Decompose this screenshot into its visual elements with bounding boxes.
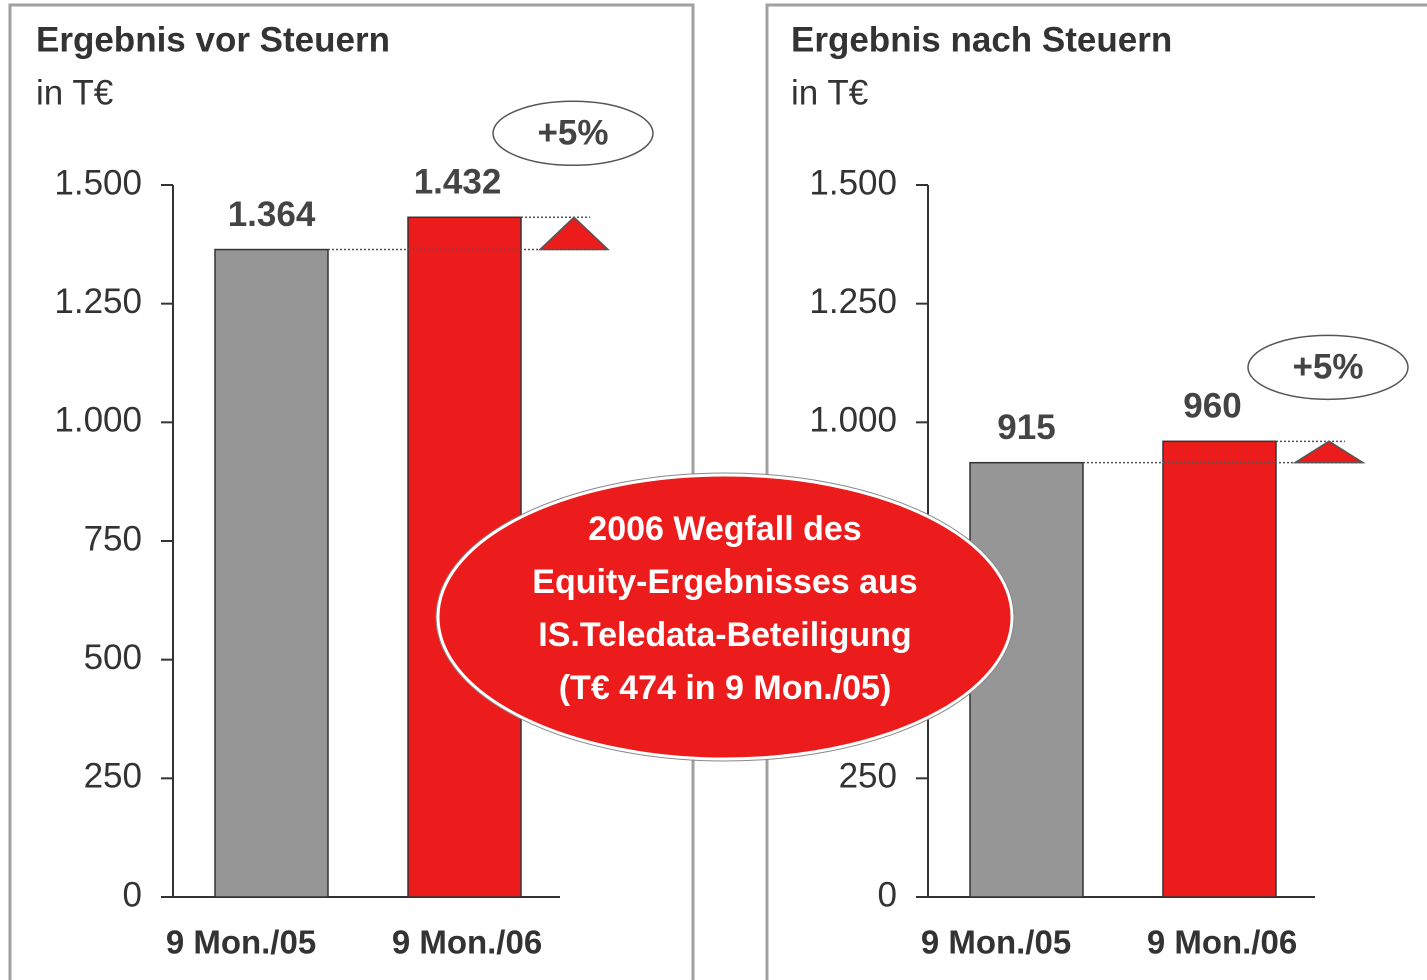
value-label: 1.432 bbox=[414, 163, 502, 202]
increase-arrow bbox=[1292, 440, 1366, 464]
callout-outline bbox=[435, 472, 1015, 762]
y-tick-label: 1.250 bbox=[809, 282, 897, 321]
chart-subtitle: in T€ bbox=[36, 73, 113, 112]
y-tick-label: 1.000 bbox=[54, 401, 142, 440]
annotation: +5% bbox=[537, 114, 608, 153]
annotation-ellipse bbox=[1247, 334, 1409, 401]
value-label: 915 bbox=[997, 408, 1055, 447]
increase-arrow bbox=[538, 216, 610, 251]
y-tick-label: 1.000 bbox=[809, 401, 897, 440]
bar bbox=[214, 248, 329, 898]
callout-text: Equity-Ergebnisses aus bbox=[532, 563, 917, 601]
y-tick-label: 0 bbox=[878, 875, 897, 914]
annotation-ellipse bbox=[492, 100, 654, 167]
chart-title: Ergebnis vor Steuern bbox=[36, 20, 390, 59]
y-tick-label: 250 bbox=[839, 757, 897, 796]
y-tick-label: 250 bbox=[84, 757, 142, 796]
x-tick-label: 9 Mon./06 bbox=[1147, 924, 1297, 961]
value-label: 1.364 bbox=[228, 195, 316, 234]
annotation: +5% bbox=[1292, 348, 1363, 387]
y-tick-label: 500 bbox=[84, 638, 142, 677]
chart-title: Ergebnis nach Steuern bbox=[791, 20, 1172, 59]
callout-text: IS.Teledata-Beteiligung bbox=[538, 616, 911, 654]
bar bbox=[969, 461, 1084, 898]
callout-text: (T€ 474 in 9 Mon./05) bbox=[559, 669, 892, 707]
x-tick-label: 9 Mon./05 bbox=[166, 924, 316, 961]
x-tick-label: 9 Mon./06 bbox=[392, 924, 542, 961]
y-tick-label: 1.500 bbox=[54, 163, 142, 202]
callout-ellipse bbox=[436, 473, 1014, 761]
chart-subtitle: in T€ bbox=[791, 73, 868, 112]
value-label: 960 bbox=[1183, 387, 1241, 426]
y-tick-label: 750 bbox=[84, 519, 142, 558]
y-tick-label: 0 bbox=[123, 875, 142, 914]
bar bbox=[1162, 440, 1277, 898]
y-tick-label: 1.250 bbox=[54, 282, 142, 321]
y-tick-label: 1.500 bbox=[809, 163, 897, 202]
x-tick-label: 9 Mon./05 bbox=[921, 924, 1071, 961]
callout-text: 2006 Wegfall des bbox=[588, 510, 861, 548]
